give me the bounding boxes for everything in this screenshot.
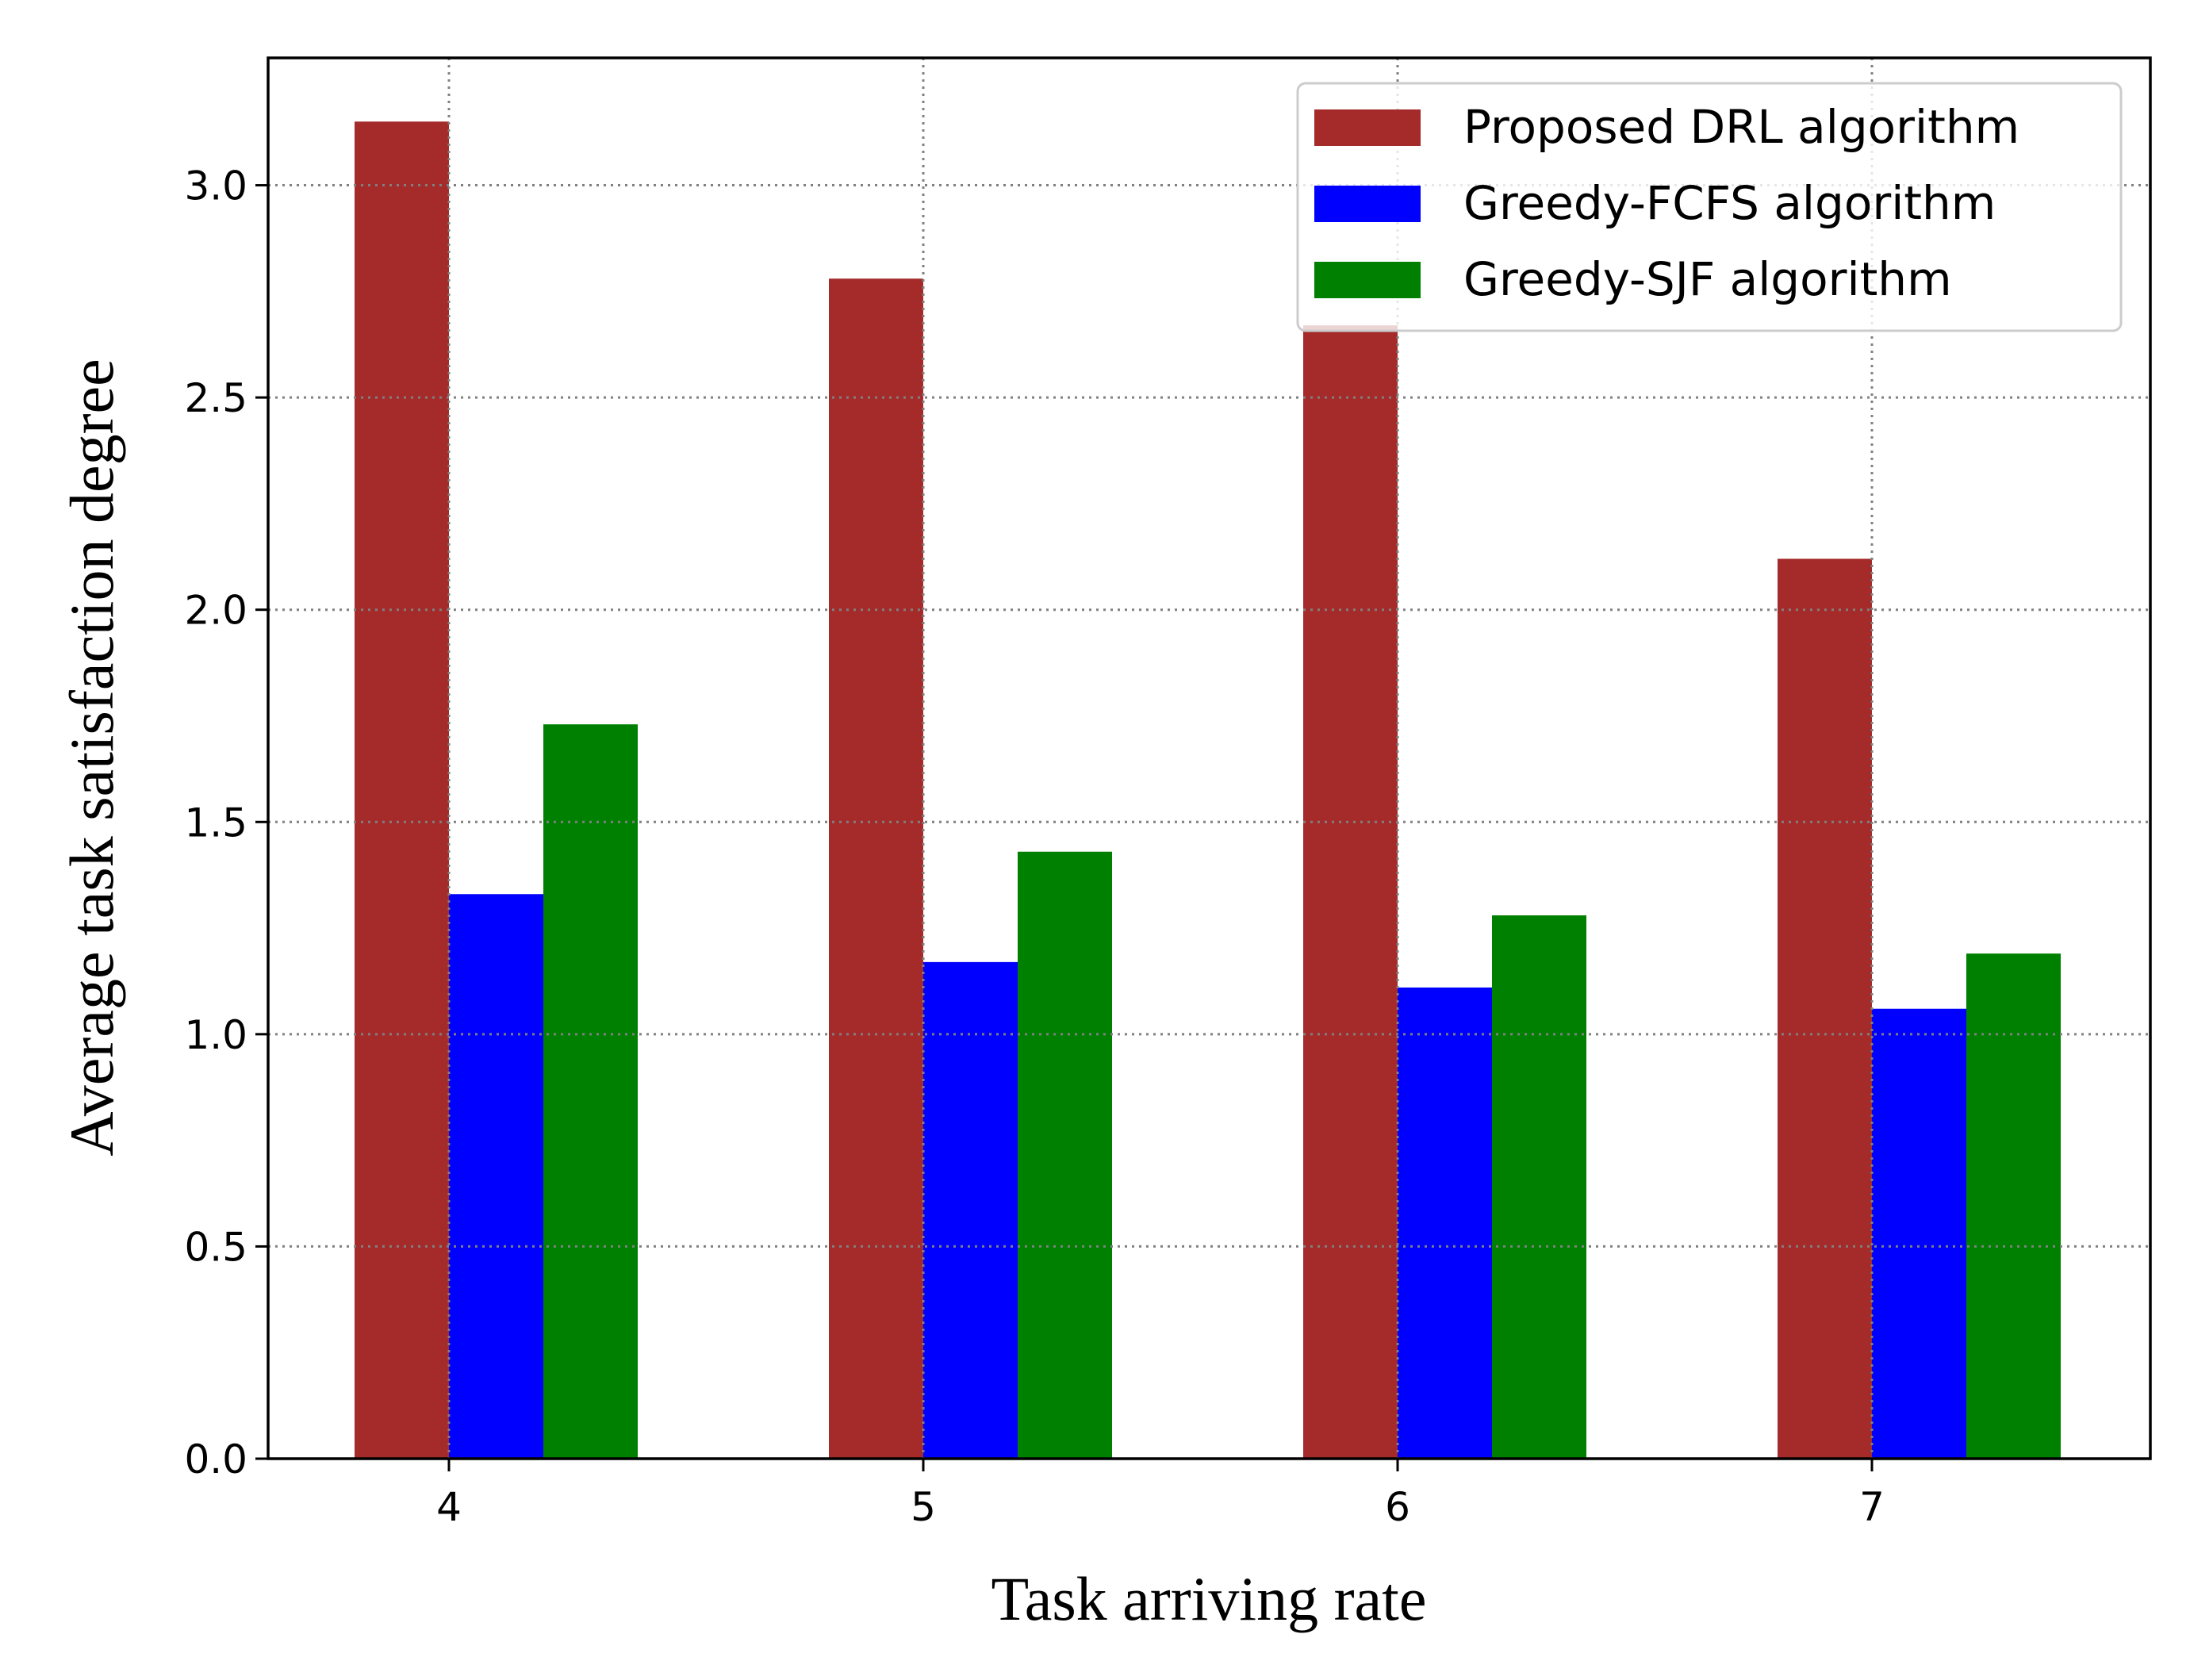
bar-greedy-sjf-algorithm-6: [1492, 915, 1586, 1459]
plot-frame: [267, 56, 2152, 1460]
legend-box: [1296, 82, 2123, 332]
x-tick-label: 6: [1385, 1484, 1410, 1530]
bar-greedy-sjf-algorithm-5: [1018, 851, 1112, 1459]
legend-swatch: [1314, 262, 1421, 298]
bar-greedy-sjf-algorithm-7: [1966, 953, 2061, 1459]
legend: Proposed DRL algorithm Greedy-FCFS algori…: [1296, 82, 2123, 332]
y-axis-ticks: 0.0 0.5 1.0 1.5 2.0 2.5 3.0: [184, 163, 268, 1482]
bar-greedy-sjf-algorithm-4: [543, 724, 638, 1459]
y-tick-label: 0.5: [184, 1224, 247, 1270]
bar-greedy-fcfs-algorithm-6: [1398, 987, 1492, 1459]
legend-entries: Proposed DRL algorithm Greedy-FCFS algori…: [1314, 100, 2019, 306]
x-tick-label: 4: [436, 1484, 462, 1530]
bar-proposed-drl-algorithm-7: [1778, 558, 1872, 1459]
x-axis-title: Task arriving rate: [991, 1564, 1427, 1633]
bar-proposed-drl-algorithm-5: [829, 278, 923, 1459]
legend-label: Greedy-SJF algorithm: [1463, 252, 1952, 306]
x-axis-ticks: 4 5 6 7: [436, 1459, 1885, 1530]
x-tick-label: 5: [911, 1484, 936, 1530]
y-axis-title: Average task satisfaction degree: [57, 359, 126, 1156]
grid-lines: [268, 58, 2150, 1459]
y-tick-label: 3.0: [184, 163, 247, 209]
y-tick-label: 1.0: [184, 1012, 247, 1058]
bar-greedy-fcfs-algorithm-5: [923, 961, 1018, 1459]
legend-label: Proposed DRL algorithm: [1463, 100, 2019, 154]
bar-proposed-drl-algorithm-6: [1303, 325, 1398, 1459]
y-tick-label: 2.0: [184, 588, 247, 634]
y-tick-label: 0.0: [184, 1436, 247, 1482]
bar-proposed-drl-algorithm-4: [355, 121, 449, 1459]
legend-label: Greedy-FCFS algorithm: [1463, 176, 1996, 230]
bars: [355, 121, 2061, 1459]
legend-swatch: [1314, 186, 1421, 222]
x-tick-label: 7: [1859, 1484, 1885, 1530]
y-tick-label: 2.5: [184, 375, 247, 421]
y-tick-label: 1.5: [184, 800, 247, 846]
legend-swatch: [1314, 109, 1421, 146]
bar-greedy-fcfs-algorithm-4: [449, 894, 543, 1459]
bar-greedy-fcfs-algorithm-7: [1872, 1008, 1966, 1459]
